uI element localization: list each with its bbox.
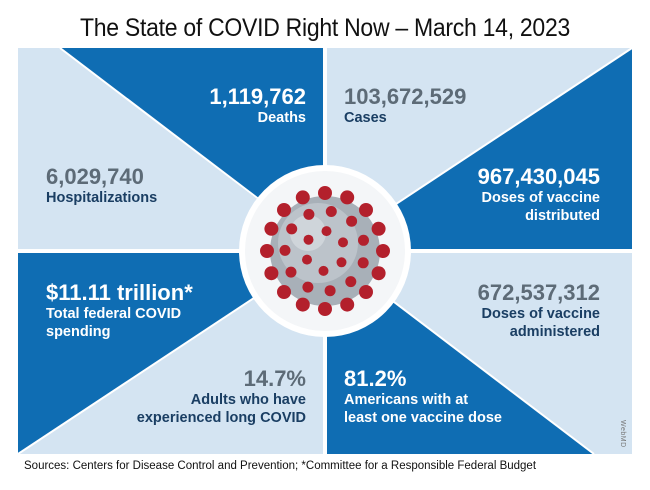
virus-spike [295, 297, 310, 312]
cases-stat: 103,672,529 Cases [344, 84, 544, 127]
virus-spike [277, 203, 291, 217]
long-covid-value: 14.7% [243, 366, 306, 391]
virus-spike [359, 203, 373, 217]
virus-spike [318, 186, 332, 200]
hospitalizations-label: Hospitalizations [46, 190, 158, 206]
administered-label-1: Doses of vaccine [481, 306, 600, 322]
virus-spike [302, 254, 312, 265]
one-dose-stat: 81.2% Americans with at least one vaccin… [344, 366, 544, 427]
long-covid-stat: 14.7% Adults who have experienced long C… [118, 366, 306, 427]
virus-spike [264, 266, 279, 281]
virus-spike [340, 190, 355, 205]
long-covid-label-2: experienced long COVID [136, 410, 306, 426]
virus-spike [318, 302, 332, 316]
sources-prefix: Sources: [24, 460, 70, 472]
virus-spike [346, 215, 358, 227]
virus-spike [303, 234, 314, 245]
one-dose-value: 81.2% [344, 366, 407, 391]
deaths-label: Deaths [257, 110, 306, 126]
administered-stat: 672,537,312 Doses of vaccine administere… [398, 280, 600, 341]
cases-label: Cases [344, 110, 387, 126]
stats-panel: 1,119,762 Deaths 103,672,529 Cases 6,029… [18, 48, 632, 454]
virus-spike [336, 257, 347, 268]
virus-spike [321, 226, 332, 237]
virus-spike [285, 266, 297, 278]
virus-spike [318, 265, 329, 276]
virus-spike [371, 221, 386, 236]
virus-spike [302, 281, 314, 293]
one-dose-label-1: Americans with at [344, 392, 469, 408]
spending-label-2: spending [46, 324, 111, 340]
distributed-value: 967,430,045 [477, 164, 600, 189]
deaths-value: 1,119,762 [209, 84, 306, 109]
distributed-label-1: Doses of vaccine [481, 190, 600, 206]
spending-value: $11.11 trillion* [46, 280, 193, 305]
hospitalizations-value: 6,029,740 [46, 164, 144, 189]
virus-spike [338, 237, 348, 248]
coronavirus-icon [260, 186, 390, 316]
sources-note: Sources: Centers for Disease Control and… [24, 460, 536, 472]
panel-background [18, 48, 632, 454]
spending-label-1: Total federal COVID [46, 306, 182, 322]
virus-spike [371, 266, 386, 281]
virus-spike [303, 208, 315, 220]
distributed-stat: 967,430,045 Doses of vaccine distributed [398, 164, 600, 225]
page-title: The State of COVID Right Now – March 14,… [79, 14, 570, 42]
watermark: WebMD [619, 420, 626, 448]
virus-spike [277, 285, 291, 299]
virus-spike [357, 257, 369, 269]
virus-spike [260, 244, 274, 258]
virus-spike [279, 244, 291, 256]
virus-spike [359, 285, 373, 299]
sources-text: Centers for Disease Control and Preventi… [69, 460, 537, 472]
long-covid-label-1: Adults who have [190, 392, 306, 408]
virus-spike [340, 297, 355, 312]
hospitalizations-stat: 6,029,740 Hospitalizations [46, 164, 246, 207]
virus-spike [345, 276, 357, 288]
distributed-label-2: distributed [525, 208, 600, 224]
one-dose-label-2: least one vaccine dose [344, 410, 502, 426]
virus-spike [325, 206, 337, 217]
spending-stat: $11.11 trillion* Total federal COVID spe… [46, 280, 266, 341]
cases-value: 103,672,529 [344, 84, 467, 109]
administered-value: 672,537,312 [477, 280, 600, 305]
administered-label-2: administered [509, 324, 600, 340]
virus-spike [295, 190, 310, 205]
virus-spike [264, 221, 279, 236]
virus-spike [376, 244, 390, 258]
virus-spike [358, 234, 369, 246]
deaths-stat: 1,119,762 Deaths [148, 84, 306, 127]
virus-spike [324, 285, 336, 297]
virus-spike [286, 223, 298, 235]
